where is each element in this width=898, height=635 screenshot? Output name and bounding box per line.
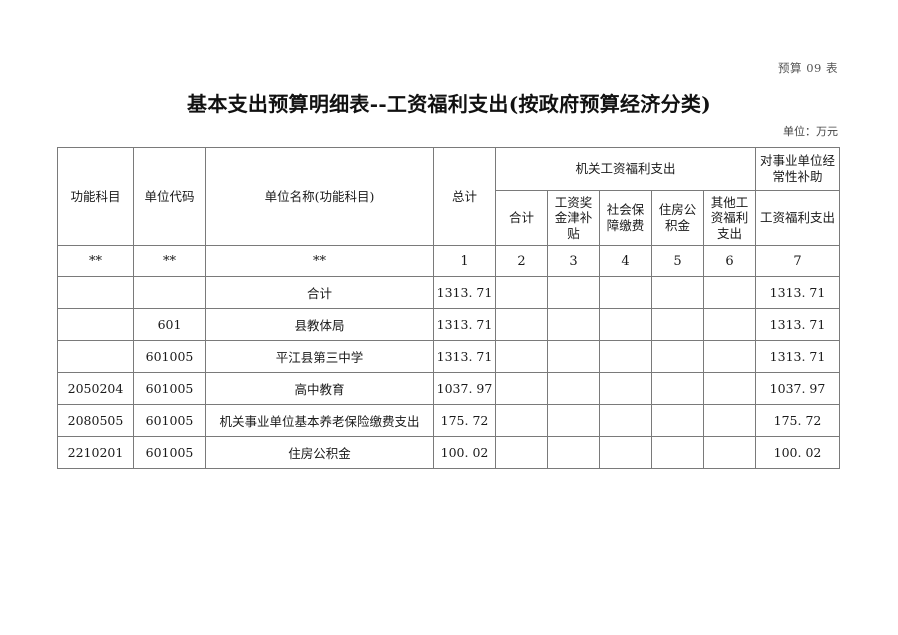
cell-other-welfare — [702, 308, 757, 341]
cell-function-subject: 2210201 — [57, 436, 134, 469]
col-number-cell: 6 — [702, 245, 757, 277]
cell-institution-welfare: 1313. 71 — [755, 276, 841, 309]
cell-housing-fund — [651, 276, 704, 309]
cell-unit-name: 高中教育 — [205, 372, 434, 405]
cell-unit-code — [133, 276, 206, 309]
cell-function-subject — [57, 308, 134, 341]
cell-other-welfare — [702, 436, 757, 469]
col-number-cell: 5 — [651, 245, 704, 277]
col-group-header-institution-subsidy: 对事业单位经常性补助 — [755, 147, 841, 191]
cell-total: 1037. 97 — [433, 372, 496, 405]
cell-salary-bonus — [547, 404, 600, 437]
cell-social-security — [599, 276, 652, 309]
table-row: 2080505 601005 机关事业单位基本养老保险缴费支出 175. 72 … — [57, 404, 841, 437]
cell-social-security — [599, 372, 652, 405]
cell-unit-code: 601 — [133, 308, 206, 341]
cell-housing-fund — [651, 436, 704, 469]
cell-sub-total — [495, 372, 548, 405]
cell-other-welfare — [702, 404, 757, 437]
col-header-institution-salary-welfare: 工资福利支出 — [755, 190, 841, 246]
header-row-sub: 合计 工资奖金津补贴 社会保障缴费 住房公积金 其他工资福利支出 工资福利支出 — [58, 190, 841, 246]
col-header-sub-total: 合计 — [495, 190, 548, 246]
cell-unit-code: 601005 — [133, 436, 206, 469]
cell-other-welfare — [702, 276, 757, 309]
column-number-row: ** ** ** 1 2 3 4 5 6 7 — [57, 245, 841, 277]
cell-total: 1313. 71 — [433, 340, 496, 373]
col-header-social-security-contribution: 社会保障缴费 — [599, 190, 652, 246]
cell-institution-welfare: 100. 02 — [755, 436, 841, 469]
cell-total: 100. 02 — [433, 436, 496, 469]
cell-salary-bonus — [547, 372, 600, 405]
cell-unit-name: 县教体局 — [205, 308, 434, 341]
cell-salary-bonus — [547, 436, 600, 469]
table-head: 功能科目 单位代码 单位名称(功能科目) 总计 机关工资福利支出 对事业单位经常… — [57, 147, 841, 246]
cell-function-subject: 2050204 — [57, 372, 134, 405]
col-group-header-agency-salary-welfare: 机关工资福利支出 — [494, 147, 757, 191]
cell-function-subject — [57, 276, 134, 309]
cell-unit-code: 601005 — [133, 372, 206, 405]
table-body: ** ** ** 1 2 3 4 5 6 7 合计 1313. 71 — [57, 245, 841, 469]
unit-note: 单位：万元 — [783, 125, 838, 138]
budget-table-container: 功能科目 单位代码 单位名称(功能科目) 总计 机关工资福利支出 对事业单位经常… — [57, 147, 841, 469]
col-header-housing-fund: 住房公积金 — [651, 190, 704, 246]
col-number-cell: 3 — [547, 245, 600, 277]
col-number-cell: ** — [57, 245, 134, 277]
col-number-cell: 2 — [495, 245, 548, 277]
cell-institution-welfare: 1037. 97 — [755, 372, 841, 405]
cell-salary-bonus — [547, 340, 600, 373]
header-row-top: 功能科目 单位代码 单位名称(功能科目) 总计 机关工资福利支出 对事业单位经常… — [57, 147, 841, 246]
page-title: 基本支出预算明细表--工资福利支出(按政府预算经济分类) — [187, 92, 711, 116]
cell-total: 175. 72 — [433, 404, 496, 437]
table-row: 合计 1313. 71 1313. 71 — [57, 276, 841, 309]
cell-sub-total — [495, 436, 548, 469]
cell-total: 1313. 71 — [433, 276, 496, 309]
cell-housing-fund — [651, 404, 704, 437]
cell-unit-name: 住房公积金 — [205, 436, 434, 469]
col-number-cell: 4 — [599, 245, 652, 277]
col-header-total: 总计 — [433, 147, 496, 246]
table-row: 601 县教体局 1313. 71 1313. 71 — [57, 308, 841, 341]
cell-institution-welfare: 1313. 71 — [755, 340, 841, 373]
cell-social-security — [599, 340, 652, 373]
cell-function-subject — [57, 340, 134, 373]
col-header-salary-bonus-allowance: 工资奖金津补贴 — [547, 190, 600, 246]
cell-sub-total — [495, 340, 548, 373]
cell-sub-total — [495, 276, 548, 309]
cell-institution-welfare: 175. 72 — [755, 404, 841, 437]
cell-unit-name: 平江县第三中学 — [205, 340, 434, 373]
cell-sub-total — [495, 404, 548, 437]
cell-function-subject: 2080505 — [57, 404, 134, 437]
col-header-other-salary-welfare: 其他工资福利支出 — [702, 190, 757, 246]
cell-housing-fund — [651, 340, 704, 373]
col-number-cell: 1 — [433, 245, 496, 277]
cell-social-security — [599, 308, 652, 341]
cell-total: 1313. 71 — [433, 308, 496, 341]
cell-sub-total — [495, 308, 548, 341]
col-number-cell: ** — [205, 245, 434, 277]
page-header-label: 预算 09 表 — [778, 61, 838, 75]
cell-unit-name: 机关事业单位基本养老保险缴费支出 — [205, 404, 434, 437]
cell-social-security — [599, 436, 652, 469]
cell-institution-welfare: 1313. 71 — [755, 308, 841, 341]
cell-salary-bonus — [547, 276, 600, 309]
cell-social-security — [599, 404, 652, 437]
cell-housing-fund — [651, 372, 704, 405]
col-number-cell: ** — [133, 245, 206, 277]
table-row: 2050204 601005 高中教育 1037. 97 1037. 97 — [57, 372, 841, 405]
col-number-cell: 7 — [755, 245, 841, 277]
cell-unit-code: 601005 — [133, 340, 206, 373]
cell-other-welfare — [702, 372, 757, 405]
col-header-function-subject: 功能科目 — [57, 147, 134, 246]
cell-unit-name: 合计 — [205, 276, 434, 309]
col-header-unit-name: 单位名称(功能科目) — [205, 147, 434, 246]
cell-salary-bonus — [547, 308, 600, 341]
budget-table: 功能科目 单位代码 单位名称(功能科目) 总计 机关工资福利支出 对事业单位经常… — [57, 147, 841, 469]
table-row: 2210201 601005 住房公积金 100. 02 100. 02 — [57, 436, 841, 469]
cell-unit-code: 601005 — [133, 404, 206, 437]
cell-other-welfare — [702, 340, 757, 373]
table-row: 601005 平江县第三中学 1313. 71 1313. 71 — [57, 340, 841, 373]
col-header-unit-code: 单位代码 — [133, 147, 206, 246]
cell-housing-fund — [651, 308, 704, 341]
